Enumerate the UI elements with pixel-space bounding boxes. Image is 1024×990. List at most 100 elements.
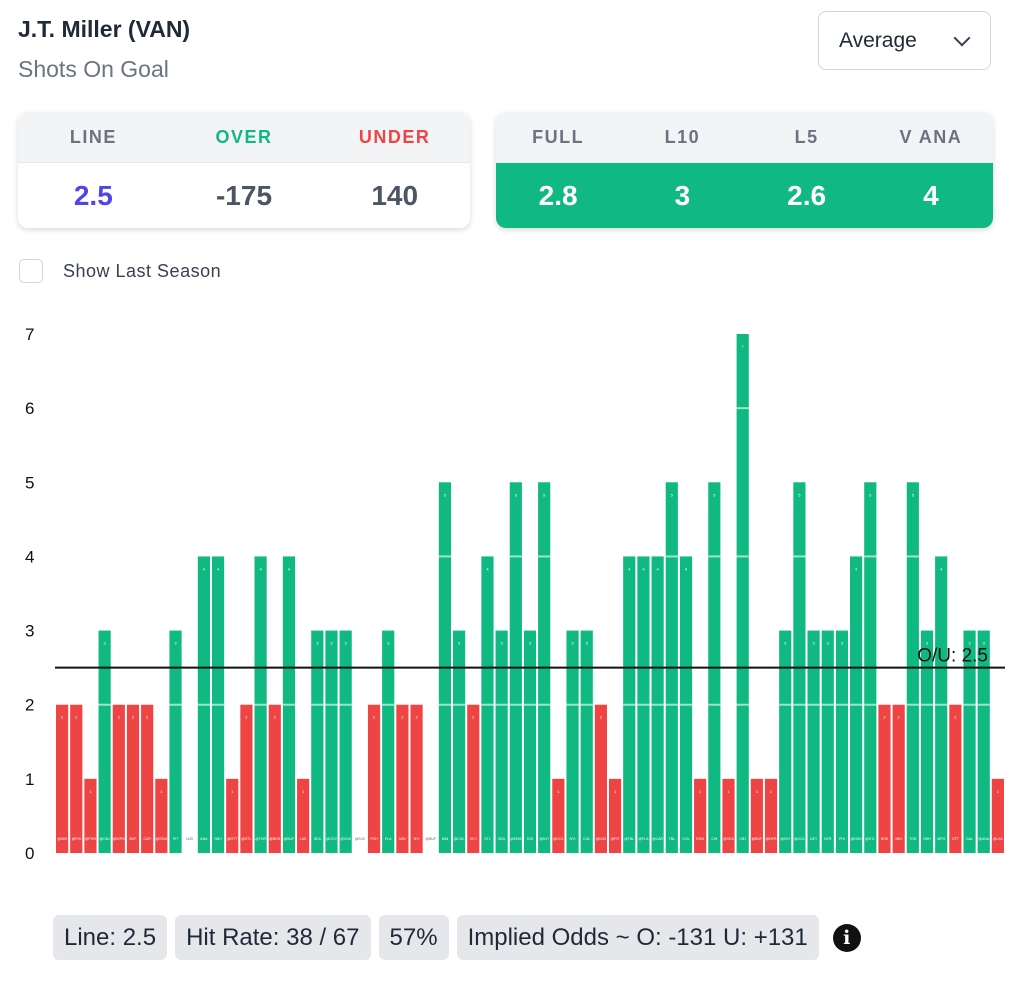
opponent-label: @PGH <box>85 837 97 841</box>
bar-segment-line <box>708 703 721 706</box>
opponent-label: @BUF <box>752 837 763 841</box>
opponent-label: @STL <box>865 837 875 841</box>
vs-opponent-value: 4 <box>923 180 939 211</box>
bar-value-label: 4 <box>628 566 631 571</box>
opponent-label: CBJ <box>739 837 746 841</box>
l5-value: 2.6 <box>787 180 827 211</box>
bar-value-label: 1 <box>756 789 759 794</box>
opponent-label: @BOS <box>269 837 281 841</box>
info-icon[interactable]: i <box>832 923 861 952</box>
bar-value-label: 3 <box>784 641 787 646</box>
bar-value-label: 4 <box>642 566 645 571</box>
bar-segment-line <box>580 703 593 706</box>
bar-value-label: 5 <box>713 492 716 497</box>
bar-value-label: 4 <box>203 566 206 571</box>
bar-value-label: 2 <box>118 715 121 720</box>
bar <box>594 704 607 853</box>
bar-value-label: 3 <box>827 641 830 646</box>
bar <box>892 704 905 853</box>
bar <box>339 630 352 853</box>
opponent-label: @COL <box>454 837 465 841</box>
bar-segment-line <box>920 703 934 706</box>
bar-value-label: 1 <box>770 789 773 794</box>
l10-label: L10 <box>664 126 701 147</box>
bar <box>98 630 111 853</box>
opponent-label: NYJ <box>470 837 477 841</box>
opponent-label: @TBL <box>624 837 634 841</box>
over-odds: -175 <box>215 180 273 211</box>
opponent-label: SJS <box>527 837 534 841</box>
opponent-label: NJD <box>186 837 193 841</box>
y-tick-label: 3 <box>25 622 34 641</box>
bar-value-label: 1 <box>557 789 560 794</box>
bar-value-label: 2 <box>883 715 886 720</box>
opponent-label: NYI <box>414 837 420 841</box>
y-tick-label: 6 <box>25 399 34 418</box>
bar-segment-line <box>169 703 182 706</box>
opponent-label: @MIN <box>57 837 67 841</box>
bar-value-label: 1 <box>997 789 1000 794</box>
under-label: UNDER <box>358 126 431 147</box>
y-tick-label: 4 <box>25 547 34 566</box>
opponent-label: TBL <box>669 837 675 841</box>
bar <box>84 778 97 853</box>
bar-value-label: 2 <box>600 715 603 720</box>
y-tick-label: 2 <box>25 696 34 715</box>
dropdown-value: Average <box>839 28 917 52</box>
bar-value-label: 3 <box>458 641 461 646</box>
bar-value-label: 2 <box>415 715 418 720</box>
bar <box>240 704 253 853</box>
opponent-label: EDM <box>696 837 704 841</box>
bar-value-label: 5 <box>444 492 447 497</box>
bar <box>736 334 749 853</box>
opponent-label: @NYI <box>539 837 548 841</box>
opponent-label: @NJD <box>596 837 607 841</box>
bar <box>396 704 409 853</box>
bar <box>410 704 423 853</box>
opponent-label: OTT <box>952 837 960 841</box>
bar <box>821 630 834 853</box>
opponent-label: @BUF <box>425 837 436 841</box>
bar-value-label: 1 <box>727 789 730 794</box>
average-dropdown[interactable]: Average <box>818 11 991 70</box>
bar-value-label: 2 <box>274 715 277 720</box>
full-label: FULL <box>532 126 585 147</box>
bar-value-label: 2 <box>373 715 376 720</box>
bar-value-label: 3 <box>316 641 319 646</box>
bar-value-label: 5 <box>671 492 674 497</box>
bar-segment-line <box>339 703 352 706</box>
bar-segment-line <box>509 555 522 558</box>
bar-value-label: 3 <box>983 641 986 646</box>
bar-segment-line <box>481 703 494 706</box>
bar-value-label: 3 <box>330 641 333 646</box>
bar <box>750 778 763 853</box>
bar-segment-line <box>821 703 834 706</box>
show-last-season-checkbox[interactable] <box>19 259 43 283</box>
bar-segment-line <box>679 703 693 706</box>
opponent-label: DET <box>810 837 818 841</box>
bar-value-label: 1 <box>614 789 617 794</box>
opponent-label: @ANA <box>978 837 989 841</box>
opponent-label: CAR <box>143 837 151 841</box>
bar-value-label: 5 <box>912 492 915 497</box>
bar-value-label: 3 <box>529 641 532 646</box>
bar-value-label: 3 <box>841 641 844 646</box>
bar-segment-line <box>850 703 863 706</box>
opponent-label: BOS <box>881 837 889 841</box>
opponent-label: MIN <box>442 837 449 841</box>
bar-value-label: 5 <box>798 492 801 497</box>
bar-value-label: 3 <box>501 641 504 646</box>
opponent-label: SEA <box>498 837 506 841</box>
bar-value-label: 5 <box>869 492 872 497</box>
opponent-label: @OTT <box>227 837 238 841</box>
line-pill: Line: 2.5 <box>53 915 168 960</box>
bar-value-label: 2 <box>75 715 78 720</box>
bar-segment-line <box>651 703 664 706</box>
opponent-label: BUF <box>129 837 136 841</box>
ou-line-label: O/U: 2.5 <box>917 646 988 667</box>
bar-value-label: 2 <box>61 715 64 720</box>
bar-segment-line <box>736 407 749 410</box>
bar <box>764 778 778 853</box>
bar <box>367 704 381 853</box>
bar-segment-line <box>906 703 919 706</box>
